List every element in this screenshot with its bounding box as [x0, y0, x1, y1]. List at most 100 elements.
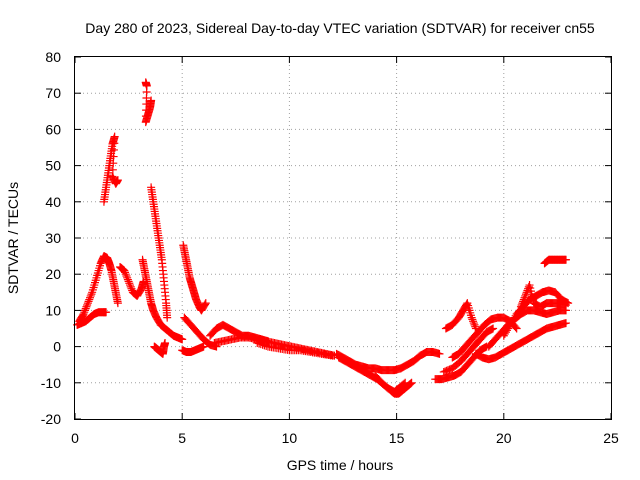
data-point [102, 308, 111, 317]
data-point [83, 300, 92, 309]
data-point [471, 322, 480, 331]
series-track-u [441, 299, 480, 333]
data-point [561, 255, 570, 264]
series-track-i [178, 342, 208, 357]
data-point [406, 379, 415, 388]
y-tick-label: 0 [53, 339, 61, 355]
data-point [468, 315, 477, 324]
data-point [82, 302, 91, 311]
data-point [123, 273, 132, 282]
x-tick-label: 20 [496, 430, 512, 446]
data-points [73, 78, 573, 398]
series-track-c [99, 132, 122, 206]
y-tick-label: 50 [45, 158, 61, 174]
data-point [521, 291, 530, 300]
data-point [522, 288, 531, 297]
data-point [80, 308, 89, 317]
x-tick-label: 10 [282, 430, 298, 446]
y-axis-label: SDTVAR / TECUs [5, 182, 21, 294]
data-point [178, 335, 187, 344]
data-point [121, 270, 130, 279]
series-track-t [439, 324, 498, 376]
data-point [519, 295, 528, 304]
data-point [469, 317, 478, 326]
series-track-r [396, 348, 444, 373]
data-point [113, 299, 122, 308]
data-point [81, 306, 90, 315]
data-point [83, 299, 92, 308]
x-axis-label: GPS time / hours [287, 457, 394, 473]
series-track-e [141, 78, 156, 127]
data-point [84, 297, 93, 306]
axis-ticks: 0 5 10 15 20 25 -20 -10 0 10 20 30 40 50 60 70 80 [41, 49, 619, 446]
series-track-b [75, 252, 122, 326]
plot-frame [74, 56, 612, 420]
data-point [126, 282, 135, 291]
data-point [524, 282, 533, 291]
data-point [113, 176, 122, 185]
data-point [201, 300, 210, 309]
data-point [511, 323, 520, 332]
series-track-q [371, 371, 410, 396]
y-tick-label: 20 [45, 266, 61, 282]
data-point [256, 340, 265, 349]
data-point [86, 291, 95, 300]
series-track-j [179, 241, 210, 315]
data-point [520, 293, 529, 302]
series-track-aa [540, 255, 570, 268]
x-tick-label: 5 [178, 430, 186, 446]
y-tick-label: 10 [45, 302, 61, 318]
x-tick-label: 0 [71, 430, 79, 446]
y-tick-label: 40 [45, 194, 61, 210]
data-point [512, 324, 521, 333]
data-point [79, 310, 88, 319]
data-point [470, 320, 479, 329]
data-point [255, 339, 264, 348]
data-point [120, 266, 129, 275]
data-point [400, 379, 409, 388]
series-track-h [150, 338, 170, 358]
grid [75, 57, 611, 419]
y-tick-label: 80 [45, 49, 61, 65]
data-point [147, 96, 156, 105]
data-point [262, 341, 271, 350]
data-point [258, 340, 267, 349]
series-track-w [471, 319, 570, 364]
data-point [401, 378, 410, 387]
data-point [489, 324, 498, 333]
data-point [488, 325, 497, 334]
data-point [519, 297, 528, 306]
x-tick-label: 25 [603, 430, 619, 446]
y-tick-label: 60 [45, 121, 61, 137]
data-point [467, 313, 476, 322]
data-point [86, 293, 95, 302]
chart-title: Day 280 of 2023, Sidereal Day-to-day VTE… [85, 20, 595, 36]
data-point [122, 272, 131, 281]
data-point [253, 338, 262, 347]
data-point [561, 300, 570, 309]
data-point [121, 268, 130, 277]
data-point [81, 304, 90, 313]
data-point [517, 300, 526, 309]
series-track-g [147, 183, 172, 322]
data-point [85, 295, 94, 304]
y-tick-label: -10 [41, 375, 61, 391]
data-point [328, 351, 337, 360]
data-point [123, 275, 132, 284]
data-point [435, 349, 444, 358]
data-point [518, 299, 527, 308]
data-point [125, 279, 134, 288]
data-point [201, 299, 210, 308]
series-track-n [253, 338, 337, 360]
data-point [469, 319, 478, 328]
data-point [260, 341, 269, 350]
x-tick-label: 15 [389, 430, 405, 446]
data-point [161, 338, 170, 347]
data-point [87, 290, 96, 299]
data-point [199, 342, 208, 351]
data-point [561, 319, 570, 328]
y-tick-label: -20 [41, 411, 61, 427]
y-tick-label: 30 [45, 230, 61, 246]
y-tick-label: 70 [45, 85, 61, 101]
